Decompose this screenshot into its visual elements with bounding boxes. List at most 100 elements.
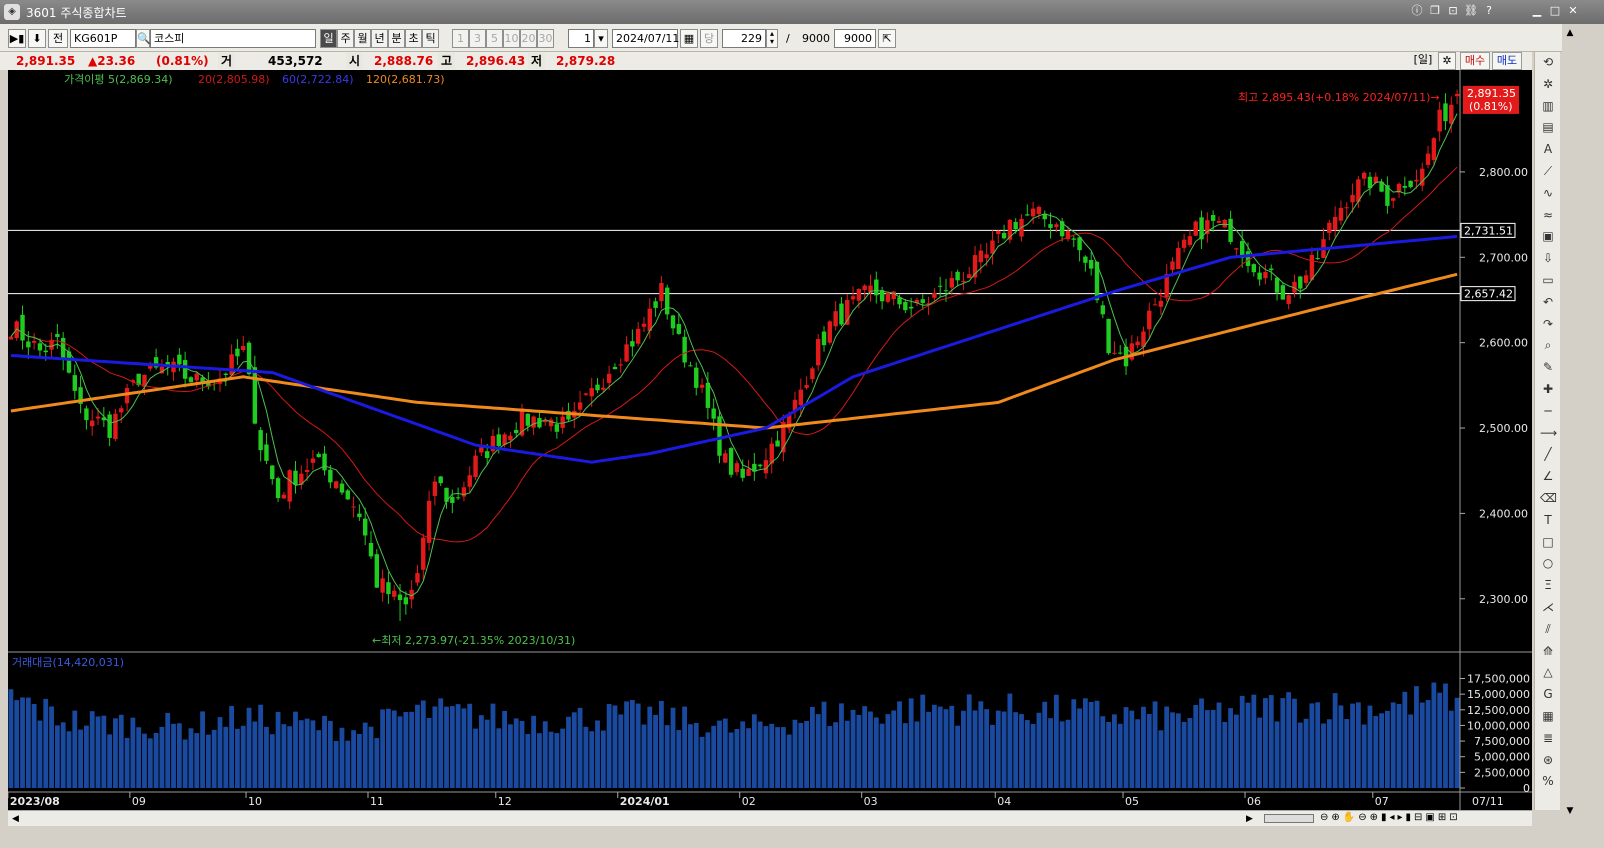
interval-button-5[interactable]: 30 <box>537 29 554 48</box>
candle-body <box>293 470 298 485</box>
gear-icon[interactable]: ✲ <box>1542 76 1554 91</box>
interval-button-1[interactable]: 3 <box>469 29 486 48</box>
pin-icon[interactable]: ⊡ <box>1448 4 1458 17</box>
period-tab-0[interactable]: 일 <box>320 29 337 48</box>
gann-icon[interactable]: G <box>1543 687 1553 702</box>
interval-button-4[interactable]: 20 <box>520 29 537 48</box>
period-tab-3[interactable]: 년 <box>371 29 388 48</box>
fan-icon[interactable]: ⋌ <box>1542 600 1554 614</box>
volume-value: 453,572 <box>268 54 323 68</box>
count-input[interactable]: 229 <box>722 29 766 48</box>
today-button[interactable]: 당 <box>700 29 718 48</box>
magnify-icon[interactable]: ⌕ <box>1544 338 1552 353</box>
info-icon[interactable]: ⓘ <box>1411 4 1423 17</box>
volume-bar <box>264 726 269 788</box>
name-input[interactable]: 코스피 <box>150 29 316 48</box>
chart-nav-icons[interactable]: ⊖⊕✋⊖⊕▮◂▸▮⊟▣⊞⊡ <box>1320 812 1461 823</box>
ma-icon[interactable]: ∿ <box>1542 185 1554 200</box>
period-tab-6[interactable]: 틱 <box>422 29 439 48</box>
period-tab-1[interactable]: 주 <box>337 29 354 48</box>
volume-bar <box>1297 722 1303 788</box>
horizontal-scrollbar[interactable]: ◀ ▶ ⊖⊕✋⊖⊕▮◂▸▮⊟▣⊞⊡ <box>8 810 1532 826</box>
channel-icon[interactable]: ⫽ <box>1545 621 1551 636</box>
bar-chart-icon[interactable]: ▥ <box>1542 98 1554 113</box>
scroll-down-icon[interactable]: ▼ <box>1566 806 1574 816</box>
volume-bar <box>740 721 746 788</box>
date-input[interactable]: 2024/07/11 <box>612 29 679 48</box>
candle-body <box>659 282 664 302</box>
scroll-right-icon[interactable]: ▶ <box>1246 814 1253 824</box>
text-icon[interactable]: T <box>1544 512 1552 527</box>
candle-icon[interactable]: ▤ <box>1542 120 1554 135</box>
candle-body <box>810 368 815 380</box>
calendar-icon[interactable]: ▦ <box>680 29 698 48</box>
volume-bar <box>1425 700 1431 788</box>
minimize-button[interactable]: ▁ <box>1532 4 1542 17</box>
trend-icon[interactable]: ⟋ <box>1543 164 1553 178</box>
export-icon[interactable]: ⇱ <box>878 29 896 48</box>
redo-icon[interactable]: ↷ <box>1542 316 1554 331</box>
help-icon[interactable]: ? <box>1486 4 1492 17</box>
volume-bar <box>1170 712 1175 788</box>
total-input[interactable]: 9000 <box>834 29 876 48</box>
buy-button[interactable]: 매수 <box>1460 52 1490 70</box>
grid-icon[interactable]: ▦ <box>1542 709 1554 723</box>
period-tab-2[interactable]: 월 <box>354 29 371 48</box>
volume-bar <box>1321 723 1326 788</box>
sell-button[interactable]: 매도 <box>1492 52 1522 70</box>
period-tab-4[interactable]: 분 <box>388 29 405 48</box>
all-button[interactable]: 전 <box>48 29 68 48</box>
interval-button-3[interactable]: 10 <box>503 29 520 48</box>
chart-canvas[interactable]: 2,300.00 2,400.00 2,500.00 2,600.00 2,700.00… <box>7 70 1532 810</box>
circle-icon[interactable]: ○ <box>1542 556 1554 571</box>
search-icon[interactable]: 🔍 <box>136 29 151 48</box>
volume-bar <box>1448 710 1454 788</box>
candle-body <box>961 281 966 283</box>
list-icon[interactable]: ≣ <box>1542 730 1554 745</box>
code-input[interactable]: KG601P <box>70 29 136 48</box>
maximize-button[interactable]: □ <box>1549 4 1561 17</box>
auto-icon[interactable]: A <box>1543 142 1553 157</box>
interval-input[interactable]: 1 <box>568 29 594 48</box>
copy-icon[interactable]: ❐ <box>1430 4 1440 17</box>
triangle-icon[interactable]: △ <box>1543 665 1553 680</box>
refresh-icon[interactable]: ⟲ <box>1542 55 1554 69</box>
wave-icon[interactable]: ≈ <box>1542 207 1554 222</box>
percent-icon[interactable]: % <box>1542 774 1554 789</box>
vertical-scrollbar[interactable]: ▲ ▼ <box>1562 24 1604 826</box>
cross-icon[interactable]: ✚ <box>1542 382 1554 396</box>
scroll-left-icon[interactable]: ◀ <box>12 814 19 824</box>
scroll-up-icon[interactable]: ▲ <box>1566 28 1574 38</box>
window-icon[interactable]: ▭ <box>1542 273 1554 287</box>
interval-button-2[interactable]: 5 <box>486 29 503 48</box>
down-icon[interactable]: ⇩ <box>1542 251 1554 266</box>
speed-icon[interactable]: ⟰ <box>1542 643 1554 658</box>
interval-dropdown-icon[interactable]: ▾ <box>594 29 608 48</box>
hline-icon[interactable]: ─ <box>1544 403 1552 418</box>
zoom-icon[interactable]: ▣ <box>1542 229 1554 244</box>
candle-body <box>990 240 995 254</box>
download-icon[interactable]: ⬇ <box>28 29 46 48</box>
candle-body <box>90 420 95 427</box>
count-stepper[interactable]: ▴ ▾ <box>766 29 778 48</box>
zoom-slider[interactable] <box>1264 814 1314 823</box>
candle-body <box>1344 207 1349 209</box>
eraser-icon[interactable]: ⌫ <box>1540 491 1557 505</box>
fib-icon[interactable]: Ξ <box>1544 578 1552 593</box>
pencil-icon[interactable]: ✎ <box>1542 360 1554 375</box>
ray-icon[interactable]: ⟶ <box>1540 425 1558 440</box>
close-button[interactable]: ✕ <box>1568 4 1578 17</box>
angle-icon[interactable]: ∠ <box>1542 469 1554 484</box>
sidebar-toggle-icon[interactable]: ▶▮ <box>8 29 26 48</box>
candle-body <box>107 414 112 438</box>
settings-gear-icon[interactable]: ✲ <box>1438 52 1456 70</box>
undo-icon[interactable]: ↶ <box>1542 294 1554 309</box>
chart-area[interactable]: 2,300.00 2,400.00 2,500.00 2,600.00 2,700.00… <box>7 70 1532 810</box>
interval-button-0[interactable]: 1 <box>452 29 469 48</box>
cycle-icon[interactable]: ⊛ <box>1542 752 1554 767</box>
link-icon[interactable]: ⛓ <box>1464 4 1478 17</box>
period-tab-5[interactable]: 초 <box>405 29 422 48</box>
line-icon[interactable]: ╱ <box>1544 447 1552 462</box>
price-panel: 2,300.00 2,400.00 2,500.00 2,600.00 2,700.00… <box>8 70 1532 810</box>
rect-icon[interactable]: □ <box>1542 534 1554 549</box>
